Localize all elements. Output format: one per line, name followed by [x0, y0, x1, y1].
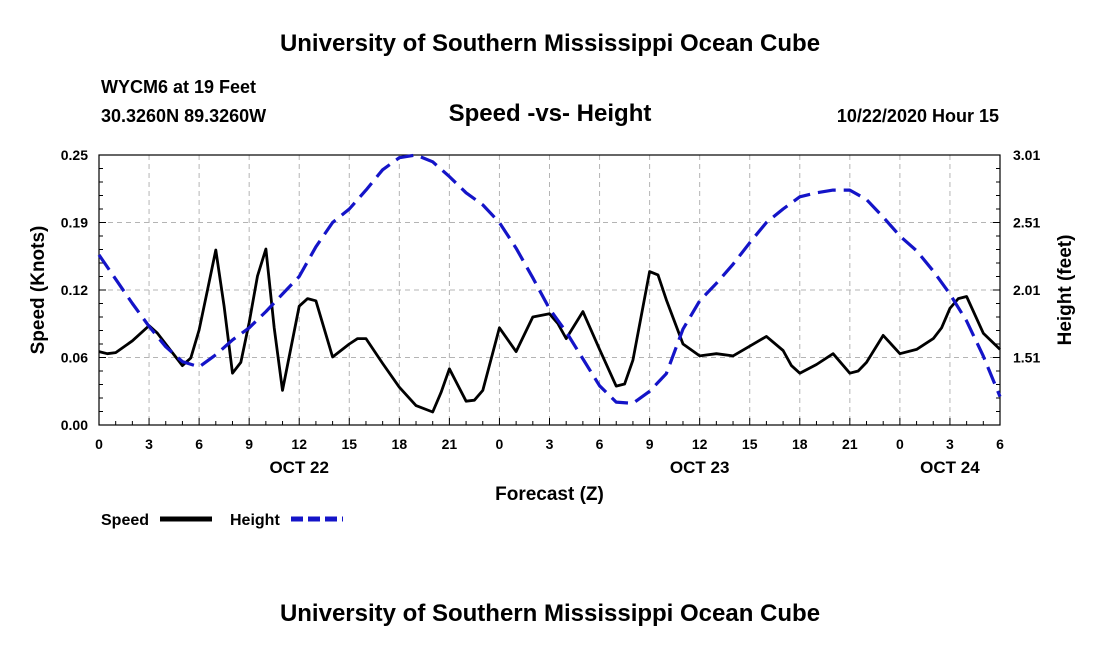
coordinates-label: 30.3260N 89.3260W [101, 106, 267, 126]
legend-label-height: Height [230, 512, 280, 529]
x-tick-label: 3 [946, 436, 954, 452]
x-tick-label: 15 [742, 436, 758, 452]
x-tick-label: 12 [692, 436, 708, 452]
date-label: OCT 24 [920, 458, 980, 477]
x-tick-label: 21 [842, 436, 858, 452]
x-tick-label: 6 [195, 436, 203, 452]
legend: Speed Height [101, 512, 343, 529]
x-tick-label: 0 [95, 436, 103, 452]
x-axis-title: Forecast (Z) [495, 484, 604, 505]
date-label: OCT 22 [269, 458, 329, 477]
y-tick-label: 0.12 [61, 282, 88, 298]
x-tick-label: 18 [392, 436, 408, 452]
date-label: OCT 23 [670, 458, 730, 477]
axis-labels: 0 3 6 9 12 15 18 21 0 3 6 9 12 15 18 21 0 3 6 0.00 0.06 0.12 0… [28, 147, 1076, 505]
station-label: WYCM6 at 19 Feet [101, 77, 257, 97]
x-tick-label: 18 [792, 436, 808, 452]
y-tick-label: 0.00 [61, 417, 88, 433]
legend-label-speed: Speed [101, 512, 149, 529]
series-group [97, 153, 1002, 414]
y2-tick-label: 1.51 [1013, 350, 1040, 366]
date-label: 10/22/2020 Hour 15 [836, 106, 999, 126]
x-tick-label: 0 [896, 436, 904, 452]
x-tick-label: 0 [496, 436, 504, 452]
y-tick-label: 0.06 [61, 350, 88, 366]
y2-tick-label: 2.51 [1013, 215, 1040, 231]
grid-lines [99, 154, 1000, 425]
x-tick-label: 3 [546, 436, 554, 452]
y2-tick-label: 2.01 [1013, 282, 1040, 298]
x-tick-label: 9 [245, 436, 253, 452]
y-tick-label: 0.25 [61, 147, 88, 163]
chart-title: Speed -vs- Height [448, 100, 652, 127]
series-line-height [97, 153, 1002, 405]
page-title: University of Southern Mississippi Ocean… [279, 30, 821, 57]
x-tick-label: 12 [291, 436, 307, 452]
series-line-speed [98, 247, 1001, 414]
x-tick-label: 21 [442, 436, 458, 452]
x-tick-label: 6 [996, 436, 1004, 452]
y-axis-title: Speed (Knots) [28, 226, 49, 355]
y2-tick-label: 3.01 [1013, 147, 1040, 163]
footer-title: University of Southern Mississippi Ocean… [279, 600, 821, 627]
x-tick-label: 9 [646, 436, 654, 452]
y2-axis-title: Height (feet) [1055, 235, 1076, 346]
x-tick-label: 6 [596, 436, 604, 452]
x-tick-label: 15 [341, 436, 357, 452]
x-tick-label: 3 [145, 436, 153, 452]
y-tick-label: 0.19 [61, 215, 88, 231]
axes [98, 154, 1001, 426]
